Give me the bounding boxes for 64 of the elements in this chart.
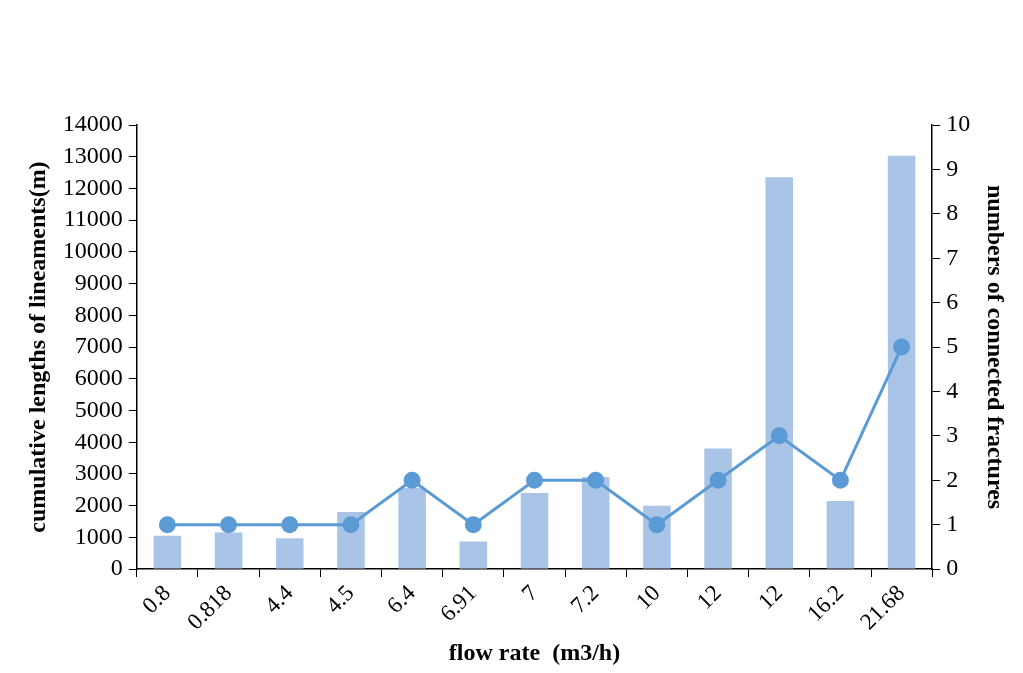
y2-tick-label: 7 [946,243,959,270]
y-tick-label: 14000 [62,110,123,137]
x-tick-label: 12 [691,579,726,614]
bar [459,541,488,569]
x-tick-label: 0.8 [137,579,176,618]
y2-tick-label: 10 [946,110,971,137]
y-tick-label: 12000 [62,173,123,200]
x-tick-label: 12 [753,579,788,614]
point [281,516,299,534]
bar [887,155,916,569]
x-tick-label: 6.91 [434,579,482,627]
y2-tick-label: 9 [946,154,959,181]
y2-tick-label: 1 [946,509,959,536]
x-tick-label: 16.2 [802,579,849,627]
y-tick-label: 13000 [62,142,123,169]
y2-tick-label: 0 [946,554,959,581]
bar [398,487,426,569]
y-tick-label: 3000 [74,459,123,486]
point [158,516,176,534]
point [770,427,788,445]
point [464,516,482,534]
x-tick-label: 7.2 [565,579,604,618]
y-tick-label: 10000 [62,237,123,264]
bar [765,177,794,569]
y2-tick-label: 2 [946,465,959,492]
bar [581,477,610,569]
point [342,516,360,534]
y-tick-label: 5000 [74,395,123,422]
bar [276,538,304,569]
point [709,471,727,489]
x-tick-label: 10 [630,579,665,614]
bar [153,535,182,569]
x-tick-label: 6.4 [381,579,421,618]
point [587,471,605,489]
y-tick-label: 8000 [74,300,123,327]
point [526,471,543,489]
point [831,471,849,489]
y-tick-label: 7000 [74,332,123,359]
bar [520,492,549,569]
y-axis-title: cumulative lengths of lineaments(m) [23,161,50,533]
bar [704,448,732,569]
point [220,516,238,534]
point [893,338,911,356]
y-tick-label: 1000 [74,522,123,549]
y2-tick-label: 8 [946,199,959,226]
x-tick-label: 7 [516,579,543,606]
y-tick-label: 9000 [74,268,123,295]
x-axis-title: flow rate (m3/h) [448,638,621,665]
y2-tick-label: 4 [946,376,959,403]
x-tick-label: 4.4 [259,579,298,618]
y2-tick-label: 3 [946,421,959,448]
y-tick-label: 6000 [74,364,123,391]
y-tick-label: 2000 [74,490,123,517]
y2-axis-title: numbers of connected fractures [983,184,1010,510]
point [648,516,666,534]
x-tick-label: 4.5 [320,579,359,618]
y-tick-label: 0 [110,554,123,581]
y-tick-label: 11000 [63,205,123,232]
bar [826,500,855,569]
y-tick-label: 4000 [74,427,123,454]
point [403,471,421,489]
y2-tick-label: 5 [946,332,959,359]
y2-tick-label: 6 [946,287,959,314]
bar [214,532,243,569]
